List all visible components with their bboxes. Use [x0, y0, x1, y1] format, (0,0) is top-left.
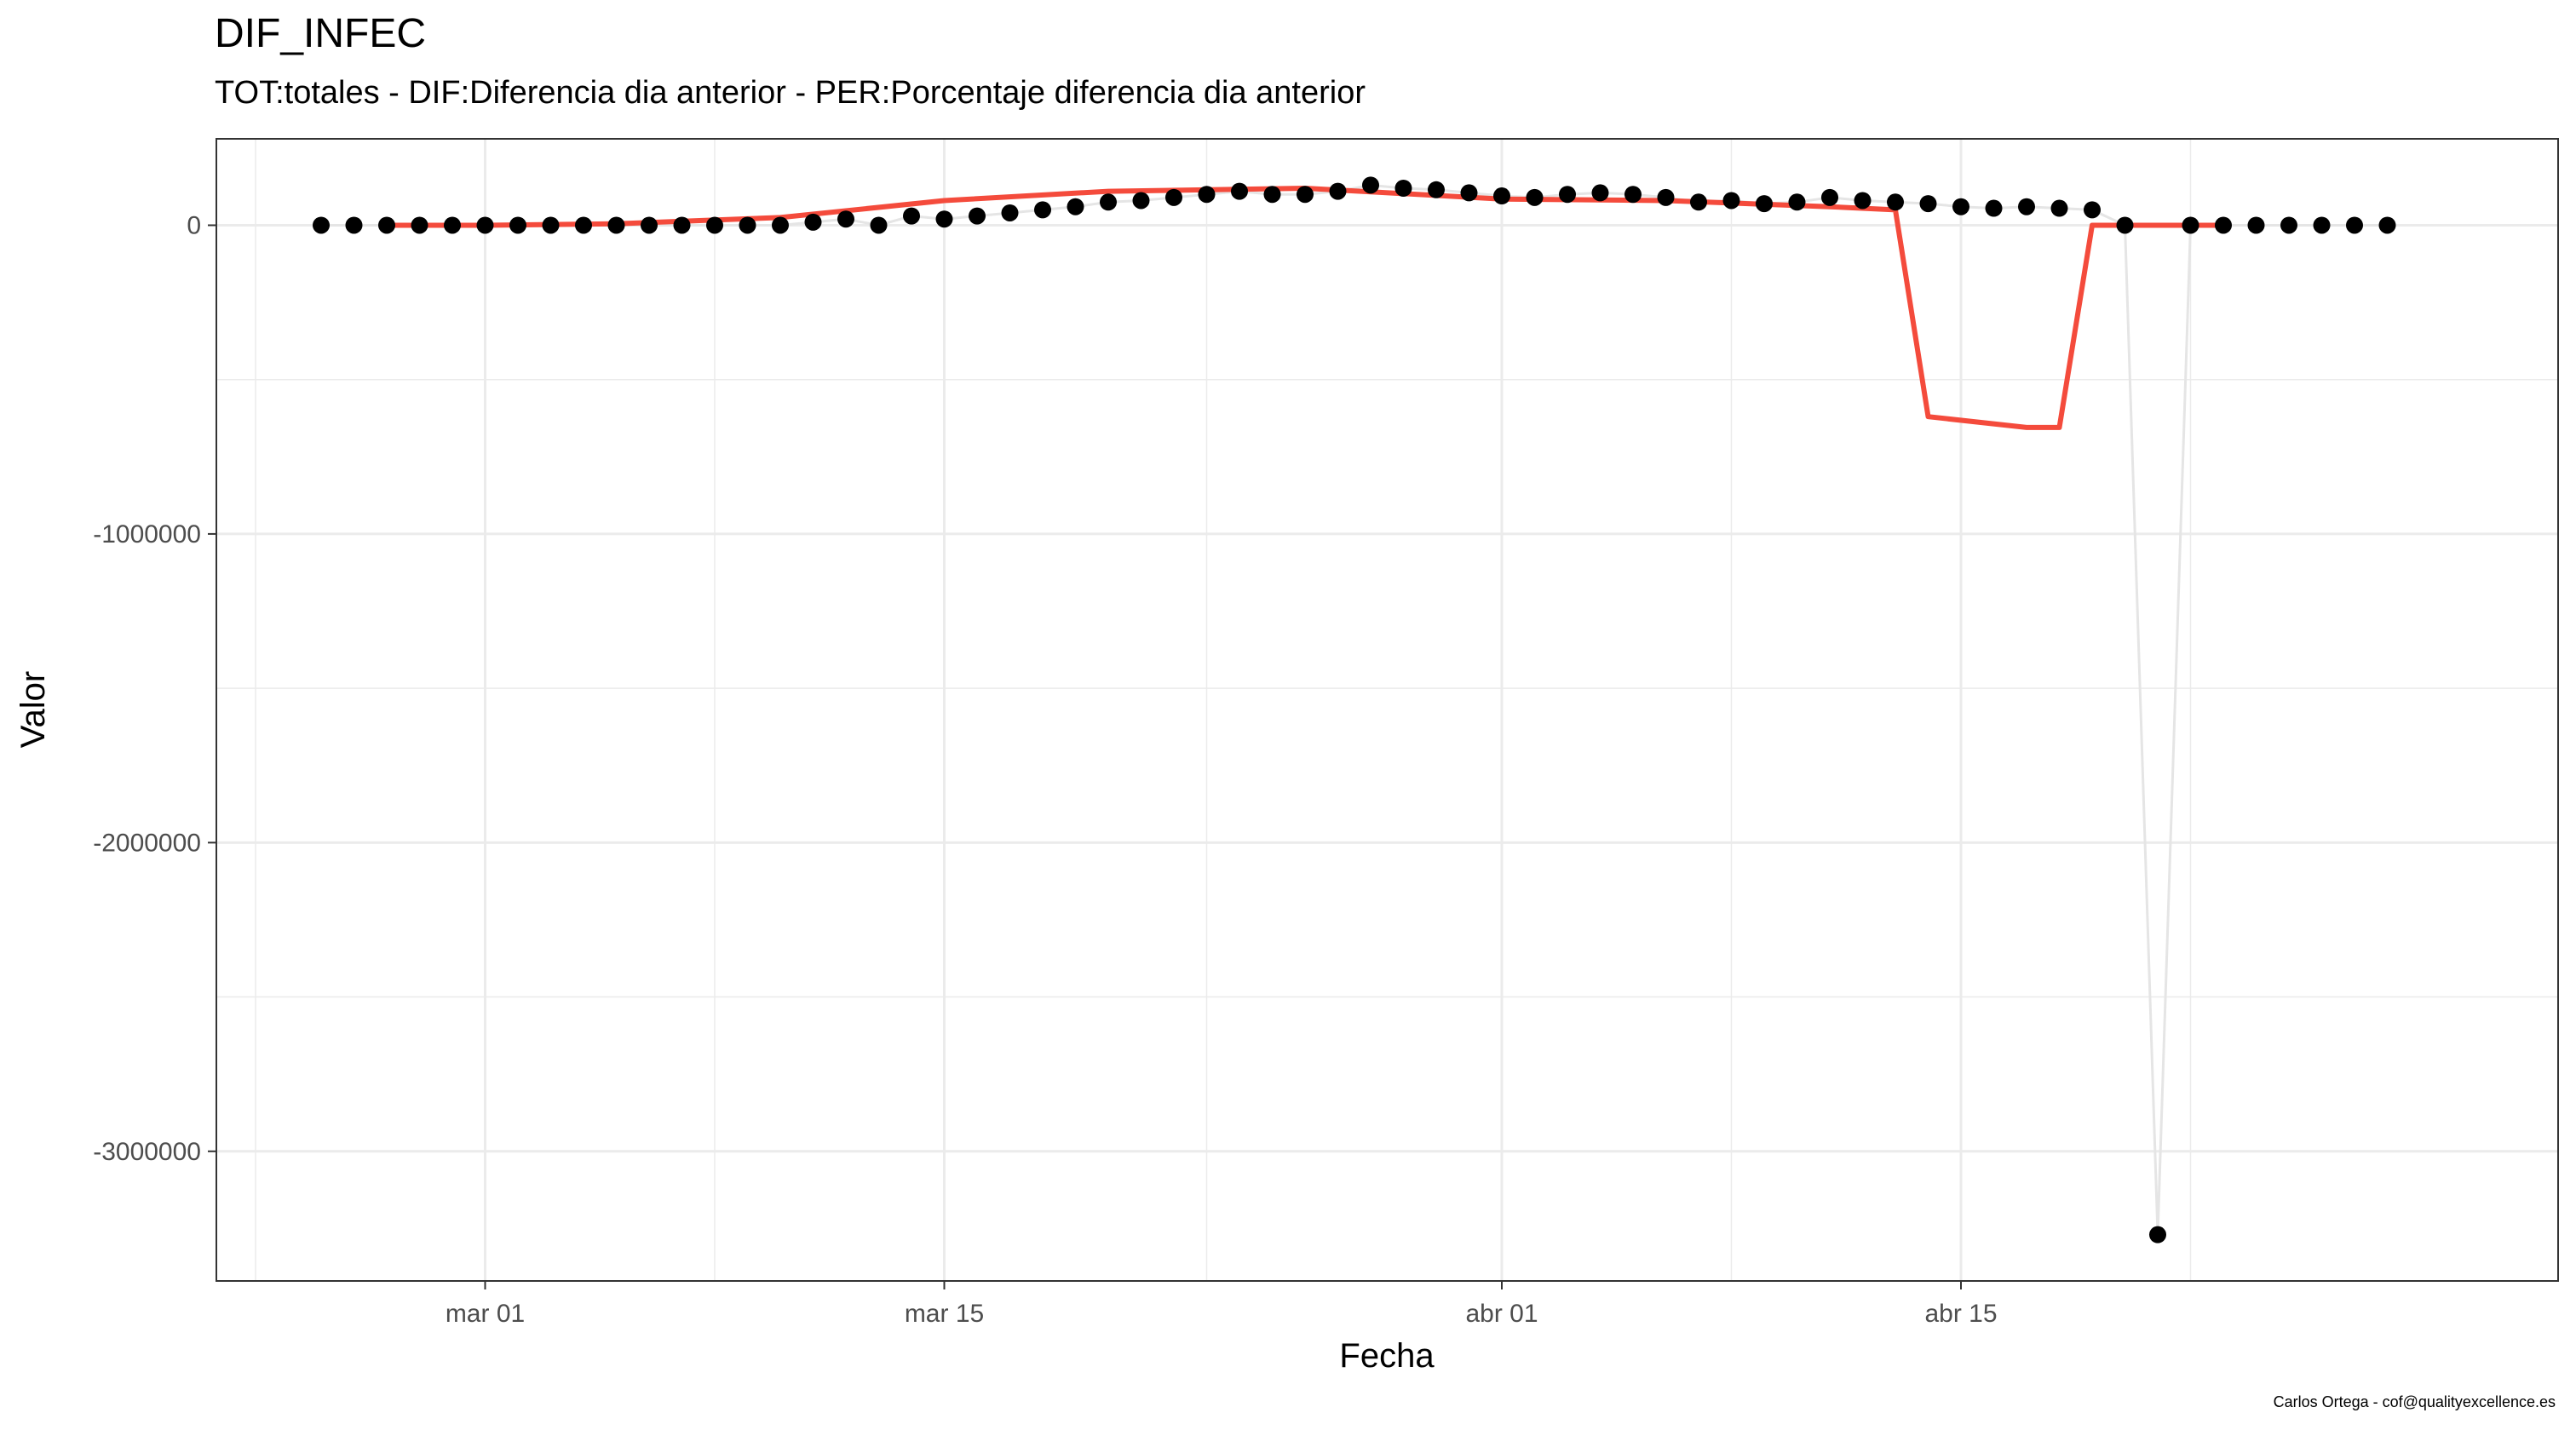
- data-point: [2280, 216, 2297, 234]
- data-point: [2018, 198, 2035, 215]
- data-point: [2215, 216, 2232, 234]
- data-point: [2378, 216, 2396, 234]
- data-point: [1624, 186, 1642, 204]
- y-tick-label: -2000000: [93, 829, 201, 857]
- data-point: [444, 216, 461, 234]
- data-point: [476, 216, 494, 234]
- data-point: [1034, 201, 1051, 219]
- y-tick-label: 0: [187, 211, 201, 239]
- data-point: [837, 210, 854, 228]
- caption: Carlos Ortega - cof@qualityexcellence.es: [2273, 1393, 2556, 1410]
- data-point: [1657, 188, 1675, 206]
- data-point: [772, 216, 789, 234]
- data-point: [1263, 186, 1281, 204]
- data-point: [1165, 188, 1182, 206]
- data-point: [1526, 188, 1544, 206]
- data-point: [1919, 195, 1937, 213]
- data-point: [673, 216, 691, 234]
- data-point: [1067, 198, 1084, 215]
- data-point: [969, 207, 986, 225]
- data-point: [1231, 182, 1248, 200]
- x-axis-label: Fecha: [1339, 1337, 1435, 1375]
- data-point: [641, 216, 658, 234]
- grid-major: [216, 139, 2558, 1281]
- data-point: [1591, 184, 1609, 202]
- data-point: [2247, 216, 2265, 234]
- x-axis-ticks: mar 01 mar 15 abr 01 abr 15: [446, 1281, 1998, 1328]
- data-point: [1460, 184, 1478, 202]
- data-point: [2116, 216, 2134, 234]
- data-point: [739, 216, 756, 234]
- data-points: [313, 176, 2396, 1243]
- data-point: [1690, 193, 1707, 211]
- trend-path: [387, 186, 2223, 430]
- data-point: [1821, 188, 1838, 206]
- y-axis-label: Valor: [14, 671, 52, 748]
- data-point: [345, 216, 363, 234]
- chart-title: DIF_INFEC: [215, 11, 427, 56]
- data-point: [575, 216, 592, 234]
- data-point: [607, 216, 625, 234]
- data-point: [1329, 182, 1347, 200]
- plot-panel-border: [216, 138, 2559, 1282]
- trend-line: [387, 186, 2223, 430]
- data-point: [2182, 216, 2199, 234]
- grid-minor: [216, 139, 2558, 1281]
- data-point: [1722, 192, 1740, 210]
- data-point: [2149, 1226, 2166, 1243]
- data-point: [2346, 216, 2363, 234]
- data-point: [313, 216, 330, 234]
- x-tick-label: abr 15: [1924, 1300, 1997, 1328]
- data-point: [870, 216, 888, 234]
- data-point: [411, 216, 428, 234]
- x-tick-label: abr 01: [1465, 1300, 1538, 1328]
- data-point: [2050, 199, 2068, 217]
- data-point: [1001, 204, 1019, 221]
- x-tick-label: mar 15: [905, 1300, 984, 1328]
- data-point: [1887, 193, 1904, 211]
- data-point: [1985, 199, 2003, 217]
- data-point: [2313, 216, 2331, 234]
- data-point: [903, 207, 920, 225]
- data-point: [1559, 186, 1576, 204]
- y-tick-label: -1000000: [93, 520, 201, 548]
- data-point: [1428, 181, 1445, 198]
- data-point: [1788, 193, 1806, 211]
- data-point: [1297, 186, 1314, 204]
- data-point: [2084, 201, 2101, 219]
- data-point: [509, 216, 526, 234]
- data-point: [804, 213, 822, 231]
- data-point: [1952, 198, 1969, 215]
- connector-lines: [321, 183, 2388, 1235]
- connector-path: [321, 183, 2388, 1235]
- x-tick-label: mar 01: [446, 1300, 525, 1328]
- y-tick-label: -3000000: [93, 1138, 201, 1166]
- data-point: [706, 216, 723, 234]
- data-point: [542, 216, 560, 234]
- data-point: [1493, 187, 1510, 205]
- data-point: [1756, 195, 1773, 213]
- data-point: [1854, 192, 1872, 210]
- data-point: [1100, 193, 1117, 211]
- chart-subtitle: TOT:totales - DIF:Diferencia dia anterio…: [215, 75, 1366, 111]
- data-point: [1362, 176, 1379, 194]
- data-point: [1132, 192, 1150, 210]
- data-point: [1198, 186, 1216, 204]
- y-axis-ticks: 0 -1000000 -2000000 -3000000: [93, 211, 216, 1166]
- data-point: [935, 210, 953, 228]
- data-point: [378, 216, 395, 234]
- data-point: [1394, 179, 1412, 197]
